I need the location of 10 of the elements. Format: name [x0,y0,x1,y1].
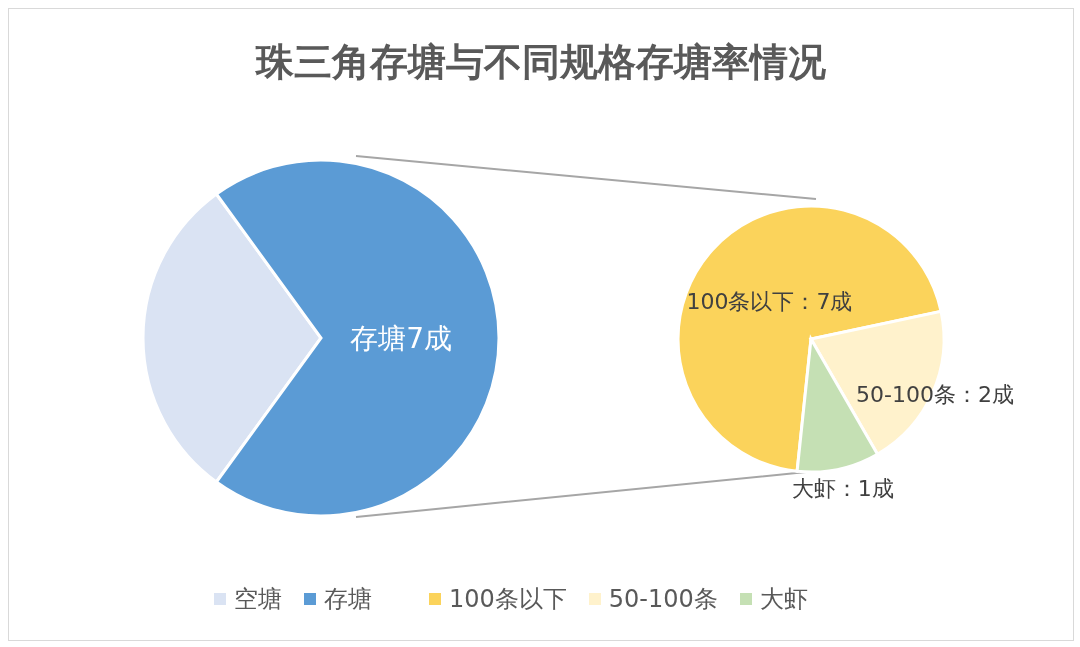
chart-title: 珠三角存塘与不同规格存塘率情况 [254,39,827,86]
legend-label: 大虾 [759,584,808,615]
data-label: 存塘7成 [350,321,453,355]
data-label: 大虾：1成 [791,476,894,502]
legend-label: 存塘 [324,584,372,615]
data-label: 50-100条：2成 [855,381,1014,407]
legend-label: 100条以下 [449,584,567,615]
data-label: 100条以下：7成 [686,289,853,315]
legend-label: 空塘 [234,584,282,615]
legend-label: 50-100条 [608,584,718,615]
